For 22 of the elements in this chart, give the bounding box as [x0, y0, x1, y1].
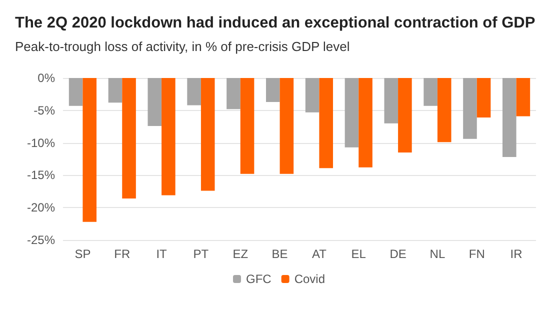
x-tick-label: BE — [272, 247, 288, 261]
chart-title: The 2Q 2020 lockdown had induced an exceptional contraction of GDP — [15, 14, 536, 32]
x-tick-label: EL — [351, 247, 366, 261]
y-tick-label: -5% — [34, 103, 56, 118]
y-tick-label: -20% — [26, 200, 56, 215]
x-tick-label: DE — [390, 247, 406, 261]
x-tick-label: EZ — [232, 247, 248, 261]
x-tick-label: FN — [468, 247, 485, 261]
x-tick-label: NL — [430, 247, 446, 261]
y-tick-label: -15% — [26, 168, 56, 182]
y-tick-label: 0% — [38, 71, 56, 85]
legend-label: GFC — [246, 272, 272, 286]
legend-label: Covid — [294, 272, 326, 286]
y-tick-label: -10% — [26, 136, 56, 150]
x-tick-label: SP — [74, 247, 91, 261]
y-tick-label: -25% — [26, 233, 56, 247]
x-tick-label: PT — [193, 247, 210, 261]
x-tick-label: IT — [156, 247, 168, 261]
chart-subtitle: Peak-to-trough loss of activity, in % of pre-crisis GDP level — [15, 39, 350, 54]
x-tick-label: AT — [312, 247, 328, 261]
x-tick-label: IR — [510, 247, 523, 261]
x-tick-label: FR — [114, 247, 130, 261]
